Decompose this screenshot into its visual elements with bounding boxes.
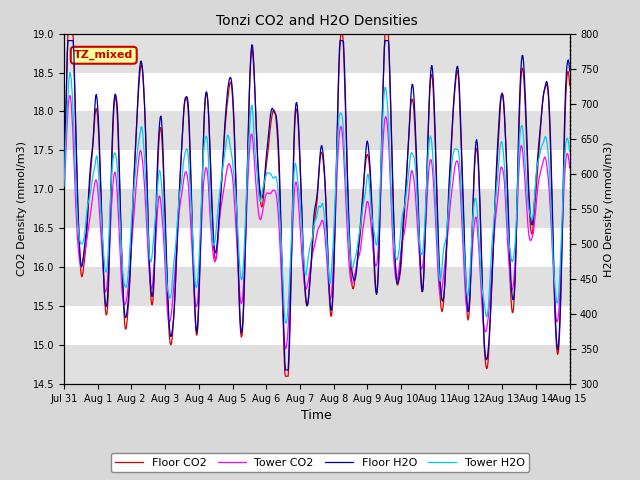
- Tower H2O: [66, 70, 74, 75]
- Floor CO2: [370, 259, 378, 264]
- Tower H2O: [370, 227, 378, 233]
- Floor H2O: [238, 328, 246, 334]
- Floor H2O: [566, 68, 573, 73]
- Floor CO2: [282, 373, 289, 379]
- Tower H2O: [398, 214, 406, 219]
- Floor CO2: [60, 183, 68, 189]
- Tower CO2: [238, 299, 246, 305]
- Floor H2O: [120, 304, 128, 310]
- Bar: [64, 111, 570, 150]
- Tower H2O: [120, 280, 128, 286]
- Tower CO2: [120, 301, 128, 307]
- Floor CO2: [64, 31, 72, 36]
- Tower CO2: [398, 239, 406, 245]
- Floor CO2: [398, 246, 406, 252]
- Tower CO2: [213, 247, 221, 253]
- Tower H2O: [60, 183, 68, 189]
- Line: Tower CO2: Tower CO2: [64, 96, 570, 349]
- Bar: [64, 345, 570, 384]
- Tower CO2: [66, 93, 74, 98]
- Bar: [64, 267, 570, 306]
- Y-axis label: H2O Density (mmol/m3): H2O Density (mmol/m3): [604, 141, 614, 276]
- Bar: [64, 34, 570, 72]
- Floor CO2: [566, 83, 573, 88]
- Floor CO2: [213, 250, 221, 256]
- Floor H2O: [282, 367, 289, 373]
- Text: TZ_mixed: TZ_mixed: [74, 50, 133, 60]
- Floor CO2: [238, 333, 246, 338]
- Floor CO2: [120, 311, 128, 316]
- Tower CO2: [60, 197, 68, 203]
- Tower H2O: [213, 218, 221, 224]
- Floor H2O: [257, 194, 265, 200]
- Bar: [64, 189, 570, 228]
- Floor H2O: [213, 243, 221, 249]
- Floor H2O: [370, 246, 378, 252]
- Tower CO2: [257, 216, 265, 221]
- Line: Floor H2O: Floor H2O: [64, 41, 570, 370]
- Tower H2O: [282, 321, 290, 326]
- Legend: Floor CO2, Tower CO2, Floor H2O, Tower H2O: Floor CO2, Tower CO2, Floor H2O, Tower H…: [111, 453, 529, 472]
- Floor H2O: [398, 236, 406, 242]
- Tower H2O: [257, 196, 265, 202]
- Floor H2O: [64, 38, 72, 44]
- Title: Tonzi CO2 and H2O Densities: Tonzi CO2 and H2O Densities: [216, 14, 418, 28]
- Tower CO2: [370, 252, 378, 258]
- Tower CO2: [282, 346, 289, 352]
- Tower CO2: [566, 165, 573, 171]
- Tower H2O: [238, 276, 246, 282]
- Line: Tower H2O: Tower H2O: [64, 72, 570, 324]
- Floor CO2: [257, 203, 265, 208]
- Line: Floor CO2: Floor CO2: [64, 34, 570, 376]
- X-axis label: Time: Time: [301, 409, 332, 422]
- Floor H2O: [60, 179, 68, 185]
- Y-axis label: CO2 Density (mmol/m3): CO2 Density (mmol/m3): [17, 141, 27, 276]
- Tower H2O: [566, 149, 573, 155]
